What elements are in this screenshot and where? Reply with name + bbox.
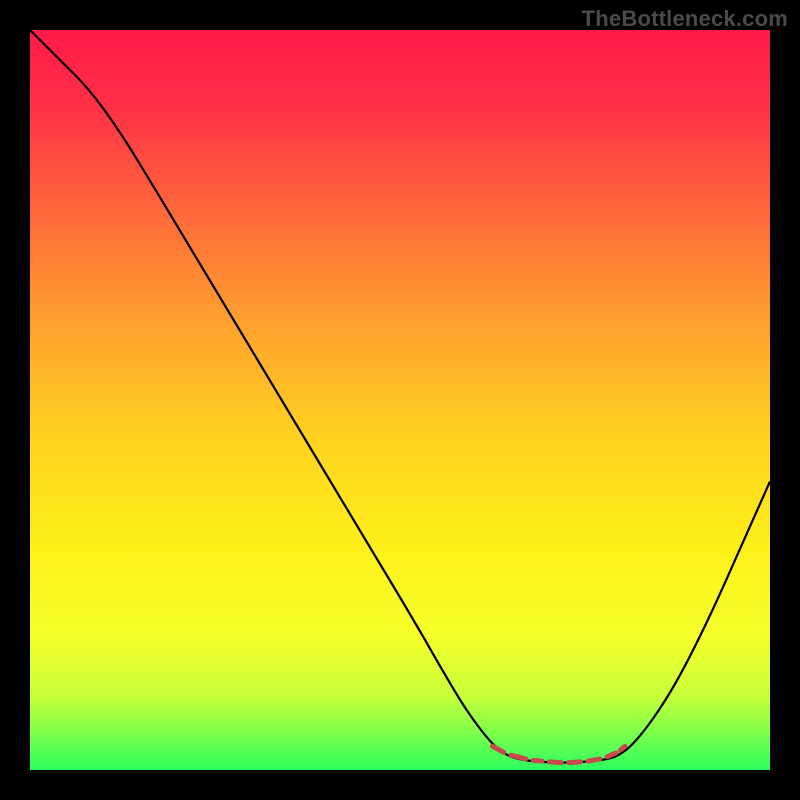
valley-marker-segment xyxy=(493,746,504,752)
valley-marker-segment xyxy=(621,746,625,750)
bottleneck-curve xyxy=(30,30,770,763)
watermark: TheBottleneck.com xyxy=(582,6,788,32)
valley-marker-segment xyxy=(569,762,581,763)
valley-marker-segment xyxy=(549,762,561,763)
valley-marker-segment xyxy=(588,759,600,761)
plot-area xyxy=(30,30,770,770)
curve-layer xyxy=(30,30,770,770)
valley-marker-segment xyxy=(533,760,542,761)
valley-marker-segment xyxy=(607,753,616,757)
